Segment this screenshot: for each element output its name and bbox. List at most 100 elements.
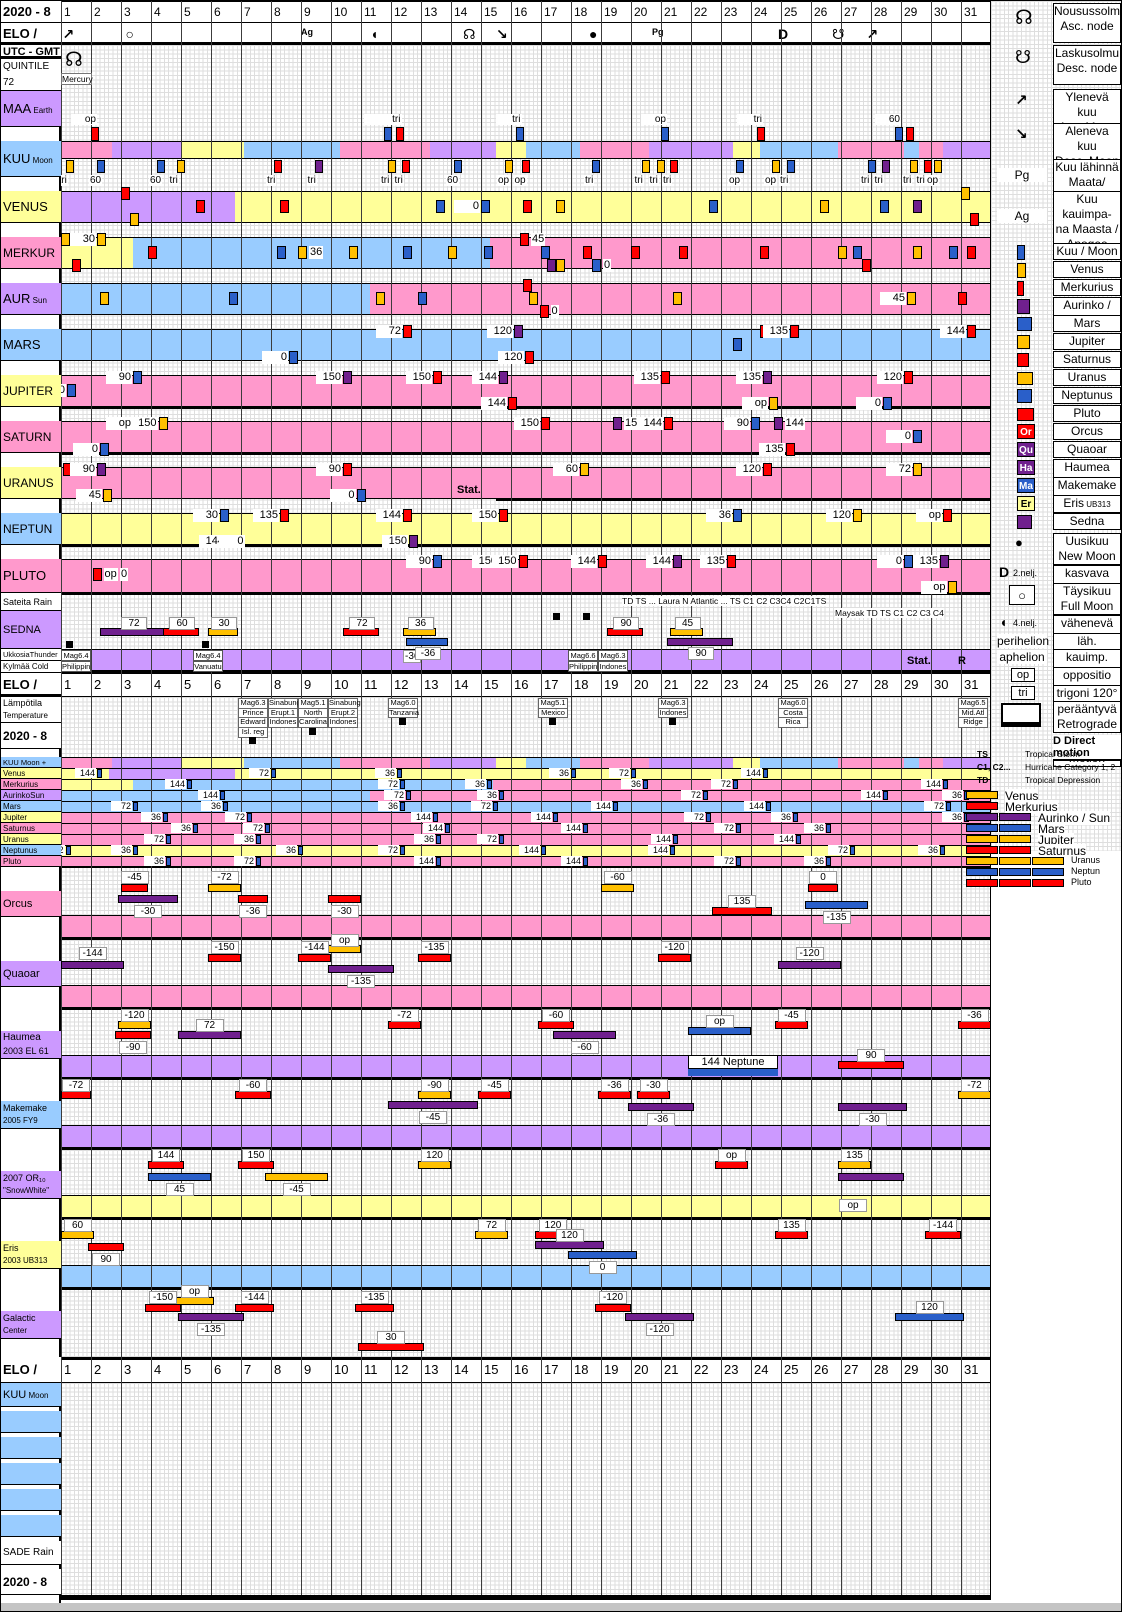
row-label-jupiter[interactable]: Jupiter bbox=[1, 812, 61, 823]
day-header-cell[interactable]: 24 bbox=[754, 5, 768, 19]
day-header-cell[interactable]: 26 bbox=[814, 5, 828, 19]
day-header-cell[interactable]: 21 bbox=[664, 1362, 679, 1377]
row-label-kylm-cold[interactable]: Kylmää Cold bbox=[1, 661, 61, 673]
day-header-cell[interactable]: 15 bbox=[484, 677, 499, 692]
day-header-cell[interactable]: 2 bbox=[94, 677, 102, 692]
day-header-cell[interactable]: 15 bbox=[484, 1362, 499, 1377]
day-header-cell[interactable]: 9 bbox=[304, 1362, 312, 1377]
row-label-sateita-rain[interactable]: Sateita Rain bbox=[1, 593, 61, 611]
row-label-utc-gmt[interactable]: UTC - GMT bbox=[1, 45, 61, 59]
day-header-cell[interactable]: 2 bbox=[94, 5, 101, 19]
day-header-cell[interactable]: 2 bbox=[94, 1362, 102, 1377]
day-header-cell[interactable]: 23 bbox=[724, 5, 738, 19]
day-header-cell[interactable]: 9 bbox=[304, 677, 312, 692]
day-header-cell[interactable]: 3 bbox=[124, 1362, 132, 1377]
day-header-cell[interactable]: 10 bbox=[334, 5, 348, 19]
day-header-cell[interactable]: 7 bbox=[244, 677, 252, 692]
day-header-cell[interactable]: 27 bbox=[844, 5, 858, 19]
row-label-2020-8[interactable]: 2020 - 8 bbox=[1, 1569, 61, 1595]
row-label-sade-rain[interactable]: SADE Rain bbox=[1, 1541, 61, 1565]
day-header-cell[interactable]: 29 bbox=[904, 5, 918, 19]
day-header-cell[interactable]: 17 bbox=[544, 5, 558, 19]
day-header-cell[interactable]: 27 bbox=[844, 1362, 859, 1377]
day-header-cell[interactable]: 27 bbox=[844, 677, 859, 692]
day-header-cell[interactable]: 28 bbox=[874, 677, 889, 692]
row-label-2020-8[interactable]: 2020 - 8 bbox=[1, 723, 61, 749]
row-label-2020-8[interactable]: 2020 - 8 bbox=[1, 1, 61, 23]
row-label-empty[interactable] bbox=[1, 1515, 61, 1537]
day-header-cell[interactable]: 8 bbox=[274, 5, 281, 19]
row-label-uranus[interactable]: Uranus bbox=[1, 834, 61, 845]
row-label-empty[interactable] bbox=[1, 1411, 61, 1433]
row-label-uranus[interactable]: URANUS bbox=[1, 467, 61, 499]
row-label-saturn[interactable]: SATURN bbox=[1, 421, 61, 453]
day-header-cell[interactable]: 3 bbox=[124, 5, 131, 19]
day-header-cell[interactable]: 30 bbox=[934, 5, 948, 19]
day-header-cell[interactable]: 30 bbox=[934, 1362, 949, 1377]
day-header-cell[interactable]: 19 bbox=[604, 5, 618, 19]
row-label-kuu-moon-[interactable]: KUU Moon + bbox=[1, 757, 61, 768]
day-header-cell[interactable]: 21 bbox=[664, 5, 678, 19]
day-header-cell[interactable]: 31 bbox=[964, 5, 978, 19]
day-header-cell[interactable]: 19 bbox=[604, 1362, 619, 1377]
row-label-jupiter[interactable]: JUPITER bbox=[1, 375, 61, 407]
day-header-cell[interactable]: 22 bbox=[694, 1362, 709, 1377]
day-header-cell[interactable]: 12 bbox=[394, 5, 408, 19]
day-header-cell[interactable]: 11 bbox=[364, 5, 377, 19]
day-header-cell[interactable]: 29 bbox=[904, 677, 919, 692]
row-label-mars[interactable]: Mars bbox=[1, 801, 61, 812]
day-header-cell[interactable]: 22 bbox=[694, 677, 709, 692]
row-label-aurinkosun[interactable]: AurinkoSun bbox=[1, 790, 61, 801]
day-header-cell[interactable]: 25 bbox=[784, 5, 798, 19]
day-header-cell[interactable]: 10 bbox=[334, 677, 349, 692]
row-label-elo-aug[interactable]: ELO / Aug bbox=[1, 23, 61, 45]
day-header-cell[interactable]: 12 bbox=[394, 677, 409, 692]
row-label-ukkosiathunder[interactable]: UkkosiaThunder bbox=[1, 649, 61, 661]
row-label-haumea[interactable]: Haumea 2003 EL 61 bbox=[1, 1031, 61, 1059]
day-header-cell[interactable]: 20 bbox=[634, 5, 648, 19]
row-label-quintile-72[interactable]: QUINTILE 72.net / JJK bbox=[1, 59, 61, 91]
row-label-neptun[interactable]: NEPTUN bbox=[1, 513, 61, 545]
row-label-2007-or-[interactable]: 2007 OR₁₀ "SnowWhite" bbox=[1, 1171, 61, 1199]
day-header-cell[interactable]: 13 bbox=[424, 677, 439, 692]
row-label-elo-aug[interactable]: ELO / Aug bbox=[1, 1357, 61, 1383]
day-header-cell[interactable]: 13 bbox=[424, 5, 438, 19]
day-header-cell[interactable]: 6 bbox=[214, 1362, 222, 1377]
day-header-cell[interactable]: 23 bbox=[724, 1362, 739, 1377]
day-header-cell[interactable]: 31 bbox=[964, 1362, 979, 1377]
day-header-cell[interactable]: 21 bbox=[664, 677, 679, 692]
day-header-cell[interactable]: 30 bbox=[934, 677, 949, 692]
day-header-cell[interactable]: 26 bbox=[814, 677, 829, 692]
row-label-l-mp-tila[interactable]: Lämpötila Temperature bbox=[1, 697, 61, 723]
day-header-cell[interactable]: 20 bbox=[634, 1362, 649, 1377]
day-header-cell[interactable]: 24 bbox=[754, 677, 769, 692]
day-header-cell[interactable]: 19 bbox=[604, 677, 619, 692]
row-label-pluto[interactable]: Pluto bbox=[1, 856, 61, 867]
day-header-cell[interactable]: 26 bbox=[814, 1362, 829, 1377]
day-header-cell[interactable]: 17 bbox=[544, 1362, 559, 1377]
day-header-cell[interactable]: 6 bbox=[214, 5, 221, 19]
row-label-venus[interactable]: VENUS bbox=[1, 191, 61, 223]
row-label-pluto[interactable]: PLUTO bbox=[1, 559, 61, 593]
day-header-cell[interactable]: 6 bbox=[214, 677, 222, 692]
row-label-elo-aug[interactable]: ELO / Aug bbox=[1, 673, 61, 697]
day-header-cell[interactable]: 16 bbox=[514, 677, 529, 692]
day-header-cell[interactable]: 11 bbox=[364, 1362, 378, 1377]
row-label-merkur[interactable]: MERKUR bbox=[1, 237, 61, 269]
day-header-cell[interactable]: 11 bbox=[364, 677, 378, 692]
day-header-cell[interactable]: 1 bbox=[64, 5, 71, 19]
day-header-cell[interactable]: 31 bbox=[964, 677, 979, 692]
row-label-galactic[interactable]: Galactic Center bbox=[1, 1311, 61, 1339]
day-header-cell[interactable]: 1 bbox=[64, 677, 72, 692]
day-header-cell[interactable]: 1 bbox=[64, 1362, 72, 1377]
row-label-mars[interactable]: MARS bbox=[1, 329, 61, 361]
day-header-cell[interactable]: 13 bbox=[424, 1362, 439, 1377]
day-header-cell[interactable]: 12 bbox=[394, 1362, 409, 1377]
day-header-cell[interactable]: 14 bbox=[454, 677, 469, 692]
day-header-cell[interactable]: 24 bbox=[754, 1362, 769, 1377]
row-label-maa[interactable]: MAA Earth bbox=[1, 91, 61, 127]
row-label-empty[interactable] bbox=[1, 1489, 61, 1511]
row-label-empty[interactable] bbox=[1, 1437, 61, 1459]
day-header-cell[interactable]: 4 bbox=[154, 1362, 162, 1377]
day-header-cell[interactable]: 23 bbox=[724, 677, 739, 692]
